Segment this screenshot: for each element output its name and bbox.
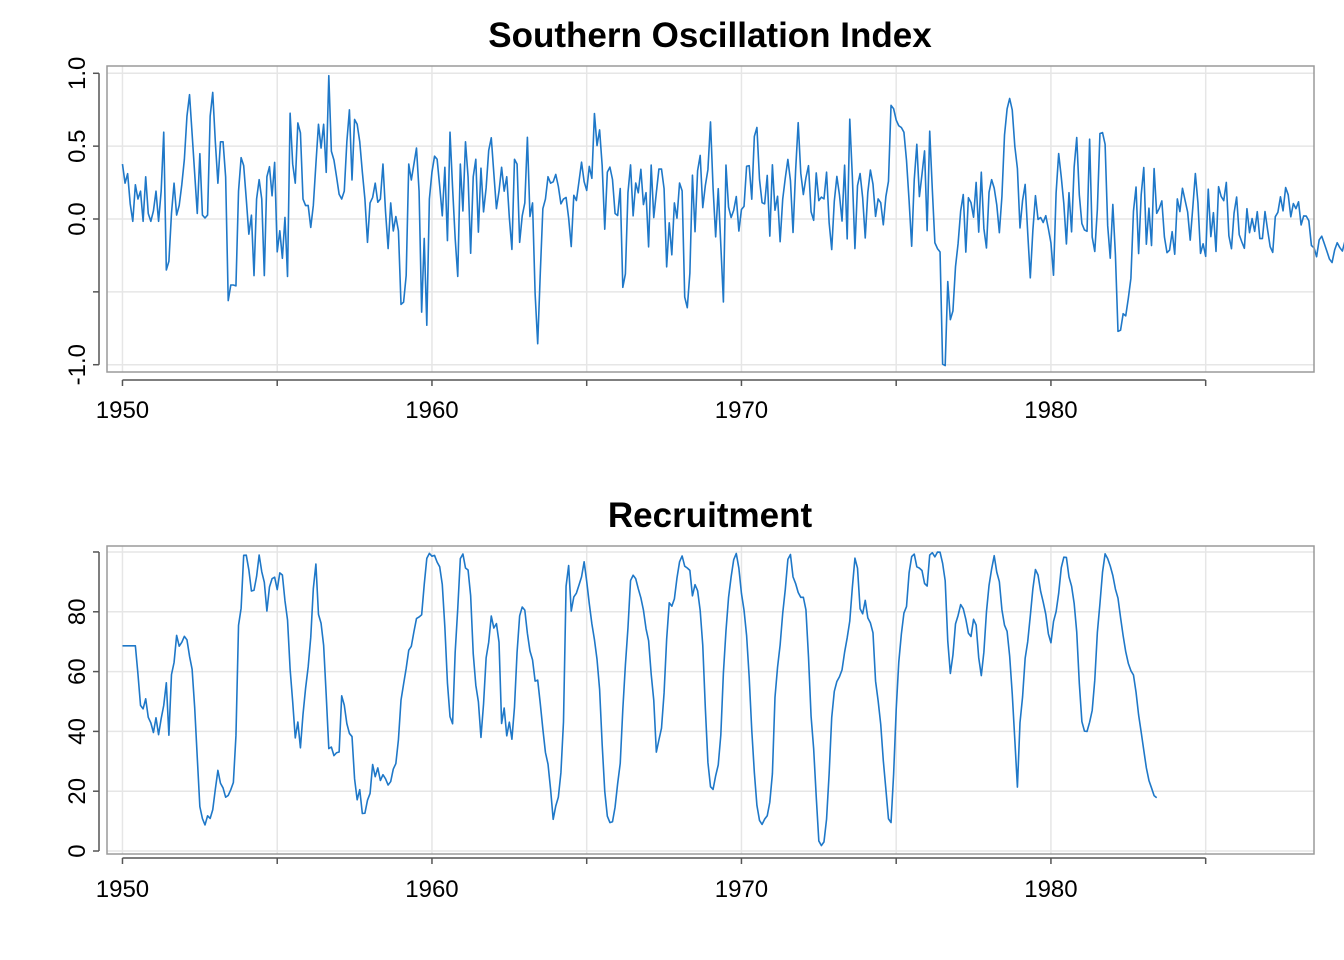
recruitment-y-tick-label-4: 80 xyxy=(64,598,91,625)
soi-y-tick-label-4: 1.0 xyxy=(64,57,91,90)
soi-title: Southern Oscillation Index xyxy=(488,16,932,55)
soi-x-tick-label-2: 1970 xyxy=(715,397,768,424)
recruitment-title: Recruitment xyxy=(608,496,813,535)
recruitment-x-tick-label-0: 1950 xyxy=(96,876,149,903)
recruitment-plot-frame xyxy=(106,545,1315,855)
recruitment-series-line xyxy=(122,551,1158,847)
soi-y-tick-label-3: 0.5 xyxy=(64,129,91,162)
soi-plot-frame xyxy=(106,65,1315,373)
recruitment-y-tick-label-3: 60 xyxy=(64,658,91,685)
recruitment-axes: 0 20 40 60 80 1950 1960 1970 1980 xyxy=(64,551,1207,903)
recruitment-y-tick-label-1: 20 xyxy=(64,778,91,805)
recruitment-x-tick-label-3: 1980 xyxy=(1024,876,1077,903)
recruitment-y-tick-label-2: 40 xyxy=(64,718,91,745)
soi-y-tick-label-2: 0.0 xyxy=(64,202,91,235)
recruitment-panel: Recruitment 0 20 40 60 80 1950 1960 1970 1980 xyxy=(64,496,1315,903)
soi-series-line xyxy=(121,74,1344,367)
soi-y-tick-label-0: -1.0 xyxy=(64,344,91,385)
soi-x-tick-label-0: 1950 xyxy=(96,397,149,424)
recruitment-x-tick-label-2: 1970 xyxy=(715,876,768,903)
soi-x-tick-label-1: 1960 xyxy=(405,397,458,424)
soi-panel: Southern Oscillation Index -1.0 0.0 0.5 1.0… xyxy=(64,16,1344,424)
recruitment-y-tick-label-0: 0 xyxy=(64,844,91,857)
recruitment-x-tick-label-1: 1960 xyxy=(405,876,458,903)
recruitment-grid xyxy=(107,546,1314,854)
soi-grid xyxy=(107,66,1314,372)
soi-axes: -1.0 0.0 0.5 1.0 1950 1960 1970 1980 xyxy=(64,57,1207,424)
soi-x-tick-label-3: 1980 xyxy=(1024,397,1077,424)
